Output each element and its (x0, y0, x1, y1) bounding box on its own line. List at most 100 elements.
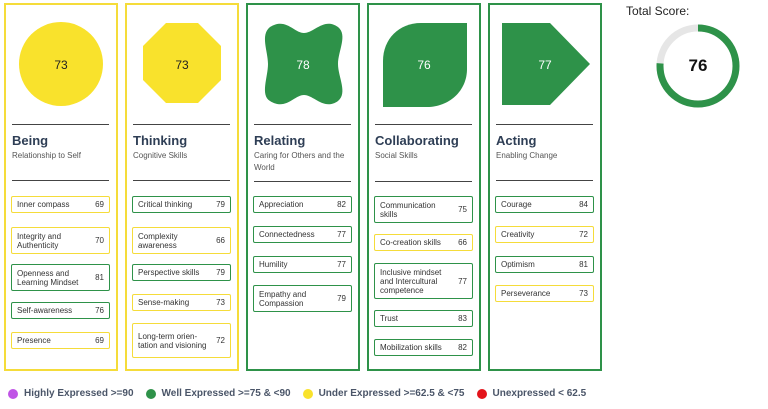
domain-shape: 76 (369, 17, 479, 113)
legend-dot (476, 388, 487, 399)
leaf-shape-icon (383, 23, 467, 107)
domain-subtitle: Cognitive Skills (133, 151, 188, 160)
skill-item[interactable]: Empathy and Compassion 79 (253, 285, 352, 312)
skill-label: Perspective skills (138, 268, 200, 277)
legend-item-well: Well Expressed >=75 & <90 (145, 388, 291, 399)
divider (496, 124, 593, 125)
skill-score: 83 (458, 314, 467, 323)
skill-label: Connectedness (259, 230, 315, 239)
skill-label: Appreciation (259, 200, 304, 209)
skill-label: Optimism (501, 260, 535, 269)
divider (133, 180, 230, 181)
skill-label: Trust (380, 314, 398, 323)
divider (375, 181, 472, 182)
skill-score: 76 (95, 306, 104, 315)
skill-label: Communication skills (380, 200, 436, 219)
divider (496, 180, 593, 181)
skill-label: Self-awareness (17, 306, 73, 315)
skill-item[interactable]: Openness and Learning Mindset 81 (11, 264, 110, 291)
legend-label: Well Expressed >=75 & <90 (161, 388, 291, 399)
skill-item[interactable]: Perspective skills 79 (132, 264, 231, 281)
skill-score: 72 (579, 230, 588, 239)
total-score-label: Total Score: (626, 4, 690, 18)
legend-dot (8, 388, 18, 399)
skill-item[interactable]: Inner compass 69 (11, 196, 110, 213)
skill-score: 82 (458, 343, 467, 352)
domain-subtitle: Relationship to Self (12, 151, 81, 160)
domain-subtitle: Social Skills (375, 151, 418, 160)
legend-item-under: Under Expressed >=62.5 & <75 (302, 388, 465, 399)
skill-score: 79 (216, 200, 225, 209)
skill-score: 73 (216, 298, 225, 307)
legend-label: Under Expressed >=62.5 & <75 (318, 388, 465, 399)
skill-score: 73 (579, 289, 588, 298)
divider (254, 181, 351, 182)
total-score-ring (656, 24, 740, 108)
skill-item[interactable]: Mobilization skills 82 (374, 339, 473, 356)
domain-card-acting[interactable]: 77 Acting Enabling Change Courage 84 Crea… (488, 3, 602, 371)
skill-item[interactable]: Communication skills 75 (374, 196, 473, 223)
skill-item[interactable]: Integrity and Authenticity 70 (11, 227, 110, 254)
domain-card-thinking[interactable]: 73 Thinking Cognitive Skills Critical th… (125, 3, 239, 371)
skill-item[interactable]: Courage 84 (495, 196, 594, 213)
skill-item[interactable]: Connectedness 77 (253, 226, 352, 243)
skill-label: Inner compass (17, 200, 70, 209)
domain-title: Thinking (133, 133, 188, 148)
octagon-shape-icon (143, 23, 221, 103)
skill-item[interactable]: Optimism 81 (495, 256, 594, 273)
pentagon-arrow-shape-icon (502, 23, 590, 105)
total-score-value: 76 (688, 56, 708, 75)
skill-item[interactable]: Sense-making 73 (132, 294, 231, 311)
skill-item[interactable]: Co-creation skills 66 (374, 234, 473, 251)
domain-title: Collaborating (375, 133, 459, 148)
domain-shape: 73 (127, 17, 237, 113)
skill-score: 72 (216, 336, 225, 345)
skill-item[interactable]: Critical thinking 79 (132, 196, 231, 213)
domain-score: 77 (538, 58, 552, 72)
domain-score: 73 (175, 58, 189, 72)
domain-card-relating[interactable]: 78 Relating Caring for Others and the Wo… (246, 3, 360, 371)
skill-item[interactable]: Creativity 72 (495, 226, 594, 243)
domain-title: Relating (254, 133, 306, 148)
skill-score: 66 (458, 238, 467, 247)
legend: Highly Expressed >=90 Well Expressed >=7… (8, 388, 598, 399)
legend-dot (145, 388, 156, 399)
domain-card-collaborating[interactable]: 76 Collaborating Social Skills Communica… (367, 3, 481, 371)
domain-title: Being (12, 133, 49, 148)
skill-item[interactable]: Perseverance 73 (495, 285, 594, 302)
skill-label: Sense-making (138, 298, 190, 307)
skill-score: 77 (337, 230, 346, 239)
skill-score: 66 (216, 236, 225, 245)
skill-item[interactable]: Complexity awareness 66 (132, 227, 231, 254)
skill-score: 70 (95, 236, 104, 245)
skill-item[interactable]: Humility 77 (253, 256, 352, 273)
skill-label: Perseverance (501, 289, 551, 298)
skill-label: Co-creation skills (380, 238, 441, 247)
divider (375, 124, 472, 125)
legend-label: Unexpressed < 62.5 (492, 388, 587, 399)
domain-shape: 73 (6, 17, 116, 113)
skill-label: Empathy and Compassion (259, 289, 307, 308)
skill-item[interactable]: Appreciation 82 (253, 196, 352, 213)
legend-item-highly: Highly Expressed >=90 (8, 388, 134, 399)
legend-label: Highly Expressed >=90 (24, 388, 134, 399)
skill-label: Creativity (501, 230, 535, 239)
skill-item[interactable]: Self-awareness 76 (11, 302, 110, 319)
domain-card-being[interactable]: 73 Being Relationship to Self Inner comp… (4, 3, 118, 371)
circle-shape-icon (19, 22, 103, 106)
domain-title: Acting (496, 133, 537, 148)
divider (12, 180, 109, 181)
skill-score: 79 (337, 294, 346, 303)
skill-item[interactable]: Presence 69 (11, 332, 110, 349)
skill-item[interactable]: Inclusive mindset and Intercultural comp… (374, 263, 473, 299)
skill-label: Integrity and Authenticity (17, 231, 62, 250)
skill-score: 79 (216, 268, 225, 277)
skill-label: Openness and Learning Mindset (17, 268, 79, 287)
skill-label: Inclusive mindset and Intercultural comp… (380, 267, 442, 295)
skill-label: Long-term orien- tation and visioning (138, 331, 207, 350)
domain-score: 73 (54, 58, 68, 72)
skill-item[interactable]: Long-term orien- tation and visioning 72 (132, 323, 231, 358)
skill-item[interactable]: Trust 83 (374, 310, 473, 327)
skill-score: 81 (95, 273, 104, 282)
skill-label: Mobilization skills (380, 343, 442, 352)
